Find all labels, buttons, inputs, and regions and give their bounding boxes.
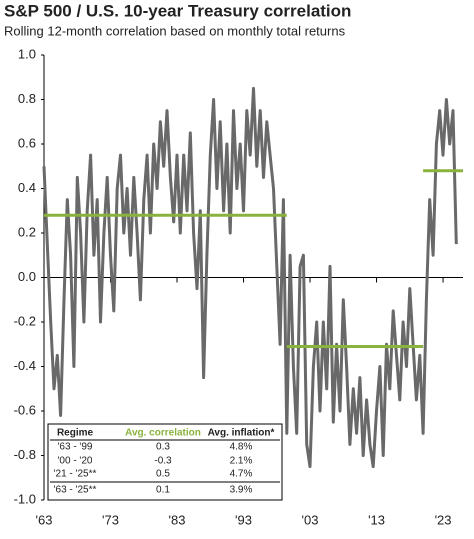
table-cell: '63 - '25** <box>54 485 97 496</box>
table-header: Regime <box>57 428 94 439</box>
table-cell: 0.1 <box>156 485 170 496</box>
table-box <box>47 423 283 501</box>
table-cell: '63 - '99 <box>58 442 93 453</box>
x-tick-label: '73 <box>102 512 119 527</box>
table-cell: 4.8% <box>230 442 253 453</box>
x-tick-label: '83 <box>169 512 186 527</box>
y-tick-label: 0.4 <box>18 180 36 195</box>
y-tick-label: 0.6 <box>18 135 36 150</box>
y-tick-label: 0.2 <box>18 224 36 239</box>
table-cell: 2.1% <box>230 456 253 467</box>
table-cell: '21 - '25** <box>54 469 97 480</box>
y-tick-label: -1.0 <box>14 491 36 506</box>
table-cell: 0.3 <box>156 442 170 453</box>
chart-subtitle: Rolling 12-month correlation based on mo… <box>4 23 346 38</box>
chart-title: S&P 500 / U.S. 10-year Treasury correlat… <box>4 1 351 20</box>
y-tick-label: 0.0 <box>18 269 36 284</box>
table-header: Avg. inflation* <box>208 428 275 439</box>
table-cell: 4.7% <box>230 469 253 480</box>
y-tick-label: -0.4 <box>14 358 36 373</box>
x-tick-label: '13 <box>368 512 385 527</box>
y-tick-label: -0.2 <box>14 313 36 328</box>
table-cell: '00 - '20 <box>58 456 93 467</box>
y-tick-label: -0.6 <box>14 402 36 417</box>
regime-table: Regime Avg. correlation Avg. inflation* '63… <box>47 423 283 501</box>
data-line <box>42 86 458 469</box>
y-tick-label: 0.8 <box>18 91 36 106</box>
x-tick-label: '03 <box>302 512 319 527</box>
table-cell: 3.9% <box>230 485 253 496</box>
table-header: Avg. correlation <box>125 428 201 439</box>
x-tick-label: '63 <box>36 512 53 527</box>
x-tick-label: '93 <box>235 512 252 527</box>
table-cell: -0.3 <box>154 456 172 467</box>
table-cell: 0.5 <box>156 469 170 480</box>
y-tick-label: -0.8 <box>14 447 36 462</box>
y-tick-label: 1.0 <box>18 46 36 61</box>
x-tick-label: '23 <box>435 512 452 527</box>
